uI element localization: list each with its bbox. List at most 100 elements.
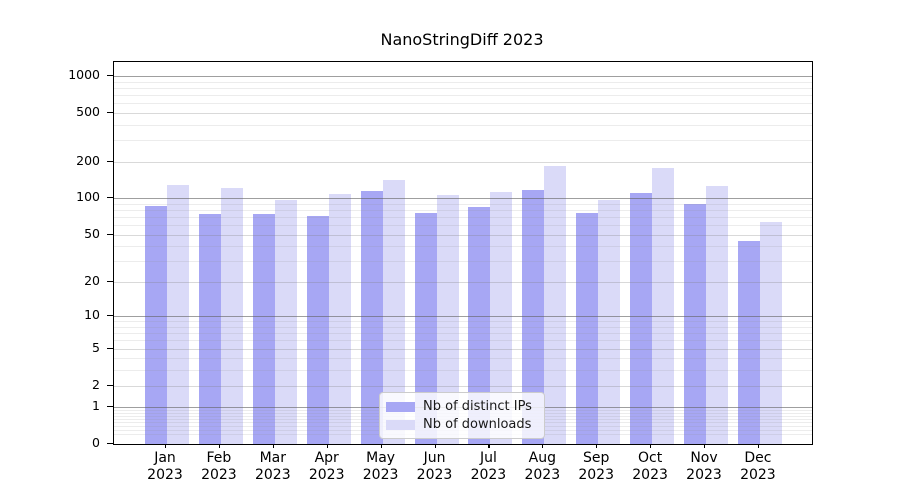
legend-entry-downloads: Nb of downloads xyxy=(386,417,538,432)
x-tick-mark xyxy=(380,443,382,448)
gridline xyxy=(114,112,812,114)
y-tick-mark xyxy=(107,160,113,162)
x-tick-label: Jun 2023 xyxy=(416,450,453,483)
gridline xyxy=(114,327,812,328)
bar-downloads-jul xyxy=(490,191,513,444)
x-tick-label: Mar 2023 xyxy=(254,450,291,483)
y-tick-mark xyxy=(107,406,113,408)
legend-label-distinct-ips: Nb of distinct IPs xyxy=(423,399,532,414)
gridline xyxy=(114,87,812,89)
y-tick-mark xyxy=(107,384,113,386)
y-tick-mark xyxy=(107,233,113,235)
bar-distinct-ips-sep xyxy=(576,213,599,444)
chart-title: NanoStringDiff 2023 xyxy=(380,30,544,49)
y-tick-label: 1 xyxy=(92,398,100,414)
x-tick-mark xyxy=(757,443,760,448)
gridline xyxy=(114,234,812,236)
x-tick-label: Feb 2023 xyxy=(201,450,237,483)
x-tick-label: Nov 2023 xyxy=(686,450,722,483)
x-tick-mark xyxy=(272,443,274,448)
y-tick-label: 50 xyxy=(84,225,100,241)
legend-entry-distinct-ips: Nb of distinct IPs xyxy=(386,399,538,414)
bar-distinct-ips-nov xyxy=(684,204,706,444)
gridline xyxy=(114,81,812,83)
y-tick-label: 5 xyxy=(92,339,100,355)
gridline xyxy=(114,348,812,350)
gridline xyxy=(114,225,812,226)
gridline xyxy=(114,209,812,211)
x-tick-mark xyxy=(488,443,490,448)
gridline xyxy=(114,140,812,141)
x-tick-mark xyxy=(704,443,706,448)
x-tick-mark xyxy=(650,443,652,448)
y-tick-mark xyxy=(107,197,113,199)
gridline xyxy=(114,261,812,263)
bar-downloads-may xyxy=(382,180,405,444)
y-tick-mark xyxy=(107,315,113,317)
legend-label-downloads: Nb of downloads xyxy=(423,417,532,432)
y-tick-label: 0 xyxy=(92,435,100,450)
gridline xyxy=(114,76,812,77)
bar-downloads-nov xyxy=(706,186,728,444)
x-tick-label: Apr 2023 xyxy=(308,450,345,483)
gridline xyxy=(114,103,812,105)
y-tick-mark xyxy=(107,347,113,349)
gridline xyxy=(114,246,812,248)
y-tick-label: 1000 xyxy=(68,67,100,82)
gridline xyxy=(114,281,812,283)
y-tick-label: 2 xyxy=(92,376,100,392)
bar-downloads-jan xyxy=(167,185,189,444)
legend-swatch-downloads xyxy=(386,419,415,430)
bar-distinct-ips-jun xyxy=(414,212,437,444)
y-tick-mark xyxy=(107,75,113,77)
y-tick-mark xyxy=(107,111,113,114)
legend: Nb of distinct IPs Nb of downloads xyxy=(379,392,545,439)
gridline xyxy=(114,385,812,387)
gridline xyxy=(114,316,812,318)
y-tick-mark xyxy=(107,443,113,445)
bar-distinct-ips-dec xyxy=(737,241,760,444)
gridline xyxy=(114,370,812,372)
x-tick-mark xyxy=(434,443,436,448)
x-tick-label: Dec 2023 xyxy=(740,450,776,483)
bar-downloads-aug xyxy=(544,166,567,444)
gridline xyxy=(114,203,812,205)
bar-distinct-ips-oct xyxy=(630,192,653,444)
bar-distinct-ips-may xyxy=(360,190,383,444)
plot-area xyxy=(113,61,813,445)
x-tick-mark xyxy=(218,443,221,448)
bar-distinct-ips-apr xyxy=(306,216,329,444)
x-tick-label: Aug 2023 xyxy=(524,450,561,483)
y-tick-label: 10 xyxy=(84,307,100,323)
bar-downloads-oct xyxy=(652,167,675,444)
bar-distinct-ips-jan xyxy=(145,206,167,444)
x-tick-mark xyxy=(596,443,598,448)
bar-downloads-feb xyxy=(220,188,243,444)
y-tick-label: 20 xyxy=(84,272,100,288)
gridline xyxy=(114,358,812,360)
x-tick-label: Oct 2023 xyxy=(632,450,668,483)
x-tick-label: May 2023 xyxy=(362,450,399,483)
bar-downloads-dec xyxy=(759,221,782,444)
bar-distinct-ips-feb xyxy=(198,214,221,444)
x-tick-label: Jul 2023 xyxy=(470,450,507,483)
gridline xyxy=(114,161,812,163)
gridline xyxy=(114,216,812,218)
x-tick-mark xyxy=(326,443,328,448)
x-tick-label: Sep 2023 xyxy=(578,450,614,483)
legend-swatch-distinct-ips xyxy=(386,401,415,412)
x-tick-mark xyxy=(542,443,544,448)
y-tick-label: 100 xyxy=(76,189,100,205)
y-tick-mark xyxy=(107,280,113,282)
gridline xyxy=(114,95,812,96)
bar-distinct-ips-mar xyxy=(252,214,275,444)
gridline xyxy=(114,321,812,323)
y-tick-label: 500 xyxy=(76,103,100,119)
x-tick-label: Jan 2023 xyxy=(147,450,183,483)
bar-downloads-apr xyxy=(328,194,351,444)
gridline xyxy=(114,333,812,335)
bar-downloads-mar xyxy=(274,199,297,444)
bar-downloads-sep xyxy=(598,199,621,444)
bar-downloads-jun xyxy=(436,195,459,444)
